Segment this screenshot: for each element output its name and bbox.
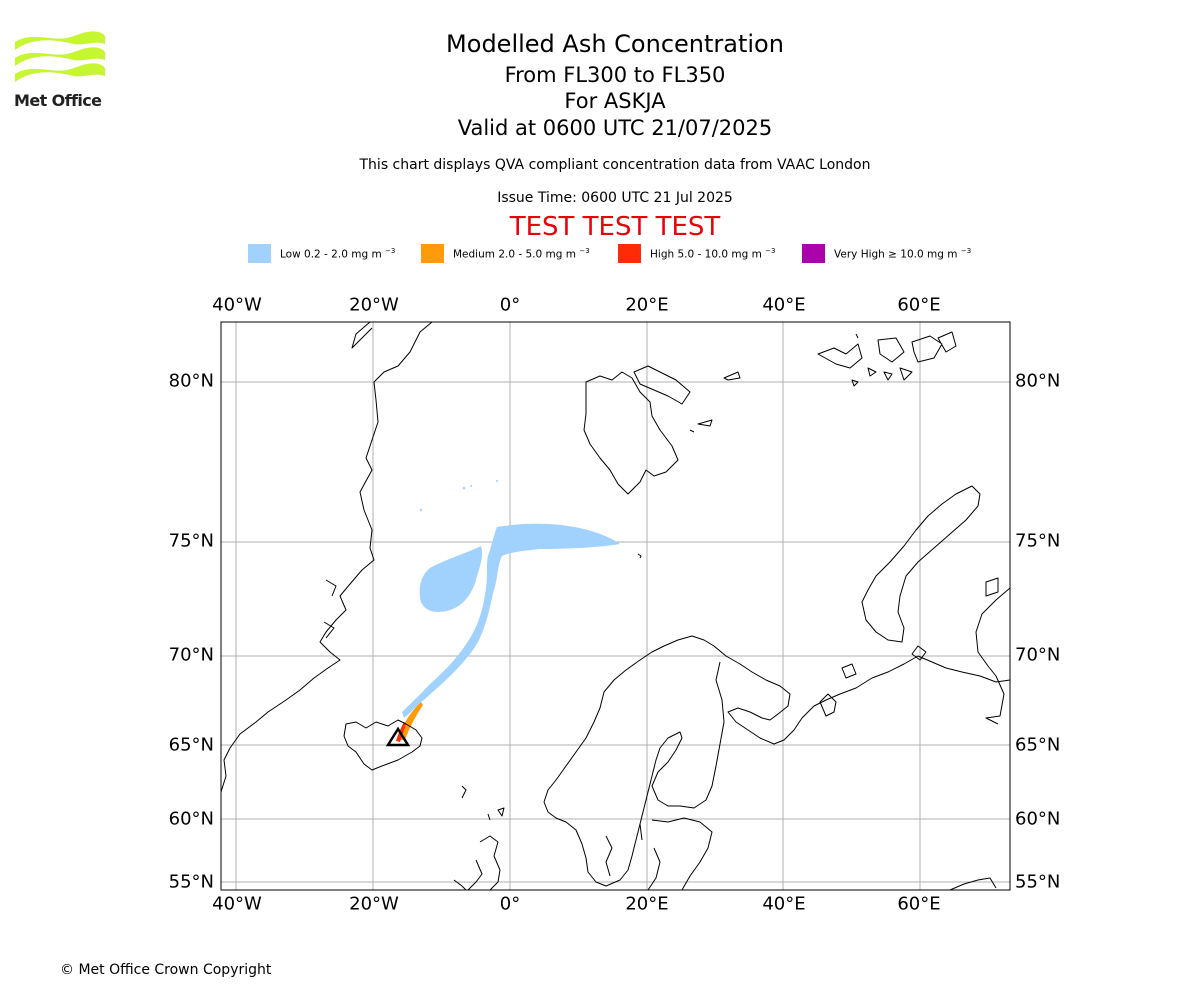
lat-tick-label-left: 55°N: [169, 872, 214, 893]
lat-tick-label-right: 80°N: [1015, 371, 1060, 392]
met-office-logo: Met Office: [14, 30, 110, 112]
issue-time: Issue Time: 0600 UTC 21 Jul 2025: [497, 190, 733, 206]
lat-tick-label-right: 60°N: [1015, 809, 1060, 830]
lon-tick-label-bottom: 0°: [500, 894, 520, 915]
lon-tick-label-top: 20°E: [625, 295, 668, 316]
legend-unit-exponent: −3: [765, 247, 776, 255]
test-banner: TEST TEST TEST: [509, 212, 721, 242]
legend-label-low: Low 0.2 - 2.0 mg m: [280, 248, 382, 261]
novaya-zemlya-coast: [861, 485, 981, 643]
coastlines: [221, 322, 1010, 890]
lon-tick-label-top: 20°W: [349, 295, 399, 316]
lon-tick-label-bottom: 60°E: [897, 894, 940, 915]
copyright-notice: © Met Office Crown Copyright: [60, 962, 272, 978]
map-frame: [220, 321, 1011, 891]
iceland-coast: [343, 719, 423, 771]
lat-tick-label-right: 65°N: [1015, 735, 1060, 756]
met-office-logo-text: Met Office: [14, 91, 102, 110]
met-office-waves-icon: [15, 31, 105, 82]
legend-swatch-low: [248, 244, 271, 263]
valid-time: Valid at 0600 UTC 21/07/2025: [457, 116, 773, 140]
svalbard-coast: [583, 371, 679, 495]
lat-tick-label-left: 65°N: [169, 735, 214, 756]
lon-tick-label-bottom: 40°W: [212, 894, 262, 915]
lon-tick-label-bottom: 40°E: [762, 894, 805, 915]
legend-label-very-high: Very High ≥ 10.0 mg m: [834, 248, 958, 261]
legend-unit-exponent: −3: [579, 247, 590, 255]
volcano-triangle-icon: [385, 726, 411, 747]
lat-tick-label-right: 70°N: [1015, 645, 1060, 666]
legend-unit-exponent: −3: [960, 247, 972, 255]
flight-level-range: From FL300 to FL350: [504, 63, 726, 87]
britain-coast: [467, 835, 501, 890]
legend-swatch-medium: [421, 244, 444, 263]
lat-tick-label-left: 75°N: [169, 531, 214, 552]
lon-tick-label-top: 40°E: [762, 295, 805, 316]
legend-swatch-high: [618, 244, 641, 263]
lon-tick-label-top: 0°: [500, 295, 520, 316]
franz-josef-land-coast: [817, 331, 957, 387]
graticule: [221, 322, 1010, 890]
scandinavia-coast: [543, 635, 1010, 803]
lon-tick-label-top: 60°E: [897, 295, 940, 316]
chart-title: Modelled Ash Concentration: [446, 30, 784, 58]
ash-low-concentration: [402, 480, 620, 718]
baltic-coast: [543, 661, 725, 887]
legend-label-medium: Medium 2.0 - 5.0 mg m: [453, 248, 576, 261]
lat-tick-label-left: 60°N: [169, 809, 214, 830]
lat-tick-label-left: 70°N: [169, 645, 214, 666]
chart-subtitle: This chart displays QVA compliant concen…: [359, 157, 871, 173]
lat-tick-label-right: 55°N: [1015, 872, 1060, 893]
legend-unit-exponent: −3: [385, 247, 396, 255]
legend-swatch-very-high: [802, 244, 825, 263]
legend-label-high: High 5.0 - 10.0 mg m: [650, 248, 762, 261]
volcano-name: For ASKJA: [564, 89, 666, 113]
lon-tick-label-bottom: 20°E: [625, 894, 668, 915]
lat-tick-label-right: 75°N: [1015, 531, 1060, 552]
lat-tick-label-left: 80°N: [169, 371, 214, 392]
lon-tick-label-top: 40°W: [212, 295, 262, 316]
lon-tick-label-bottom: 20°W: [349, 894, 399, 915]
